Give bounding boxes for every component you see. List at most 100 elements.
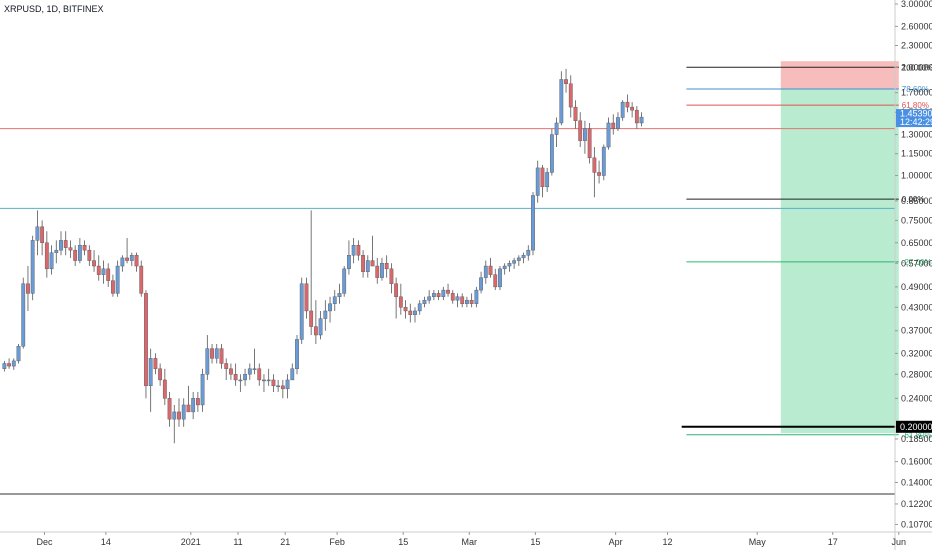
fib-label: 61.80% <box>902 101 929 110</box>
candle-body <box>465 299 469 304</box>
y-tick-label: 0.57000 <box>901 258 932 268</box>
candle-body <box>380 263 384 278</box>
candle-body <box>578 120 583 141</box>
candle-body <box>210 348 214 359</box>
candle-body <box>455 296 460 301</box>
candle-body <box>257 368 262 381</box>
candle-body <box>634 109 639 124</box>
candle-body <box>328 303 332 312</box>
candle-body <box>398 296 403 308</box>
candle-body <box>16 346 21 362</box>
candle-body <box>375 265 380 278</box>
candle-body <box>181 404 186 420</box>
fib-label: 0.00% <box>902 195 925 204</box>
fib-label: -61.80% <box>902 431 932 440</box>
y-tick-label: 0.12200 <box>901 499 932 509</box>
y-tick-label: 1.70000 <box>901 88 932 98</box>
y-tick-label: 0.24000 <box>901 393 932 403</box>
candle-body <box>233 374 238 381</box>
candle-body <box>186 404 191 413</box>
candle-body <box>351 244 356 256</box>
stop-price-value: 0.20000 <box>900 422 932 432</box>
y-tick-label: 0.43000 <box>901 302 932 312</box>
candle-body <box>450 293 455 301</box>
candle-body <box>87 249 92 261</box>
y-tick-label: 2.00000 <box>901 62 932 72</box>
candle-body <box>361 255 365 272</box>
x-tick-label: 17 <box>828 537 838 547</box>
candle-body <box>507 263 512 267</box>
position-zones <box>780 61 899 434</box>
candle-body <box>620 101 625 118</box>
x-tick-label: Feb <box>329 537 345 547</box>
candle-body <box>44 242 49 270</box>
candle-body <box>125 257 129 261</box>
candle-body <box>422 299 427 304</box>
candle-body <box>229 368 233 375</box>
candle-body <box>460 296 465 304</box>
candle-body <box>309 310 314 327</box>
candle-body <box>474 289 479 304</box>
x-tick-label: Dec <box>36 537 53 547</box>
candle-body <box>111 280 115 294</box>
candle-body <box>568 83 573 108</box>
x-tick-label: Jun <box>892 537 907 547</box>
candle-body <box>370 260 375 267</box>
candle-body <box>266 379 271 382</box>
x-tick-label: 2021 <box>181 537 201 547</box>
candle-body <box>172 411 177 420</box>
y-tick-label: 0.32000 <box>901 348 932 358</box>
x-tick-label: 11 <box>233 537 242 547</box>
candle-body <box>606 122 611 148</box>
candle-body <box>115 265 120 294</box>
symbol-title[interactable]: XRPUSD, 1D, BITFINEX <box>4 4 104 14</box>
y-tick-label: 0.10700 <box>901 519 932 529</box>
candle-body <box>73 249 78 261</box>
candle-body <box>318 318 323 336</box>
y-tick-label: 1.30000 <box>901 130 932 140</box>
candle-body <box>313 326 318 336</box>
candle-body <box>195 398 200 406</box>
candle-body <box>252 368 257 370</box>
candle-body <box>337 293 342 297</box>
candle-body <box>49 252 54 270</box>
candle-body <box>224 363 229 369</box>
current-price-tag <box>896 109 932 128</box>
y-tick-label: 0.28000 <box>901 369 932 379</box>
candle-body <box>162 379 167 399</box>
y-tick-label: 0.65000 <box>901 238 932 248</box>
y-tick-label: 0.16000 <box>901 457 932 467</box>
candle-body <box>148 358 153 387</box>
candles <box>2 68 644 444</box>
candle-body <box>243 374 247 381</box>
candle-body <box>592 157 597 173</box>
candle-body <box>153 358 158 369</box>
candle-body <box>540 167 545 188</box>
y-tick-label: 1.00000 <box>901 171 932 181</box>
candle-body <box>120 257 125 267</box>
candle-body <box>441 289 446 297</box>
candle-body <box>521 255 526 259</box>
candle-body <box>200 374 205 406</box>
take-profit-zone[interactable] <box>780 89 899 434</box>
stop-loss-zone[interactable] <box>780 61 899 90</box>
candle-body <box>96 265 101 275</box>
current-time-value: 12:42:29 <box>900 117 932 127</box>
stop-price-tag <box>896 420 932 433</box>
candle-body <box>427 296 432 301</box>
candle-body <box>77 244 82 261</box>
candle-body <box>583 128 587 141</box>
candle-body <box>526 249 531 256</box>
candle-body <box>26 283 30 294</box>
candle-body <box>554 122 559 135</box>
fib-levels: 100.00% 78.60% 61.80% 0.00% -27.00% -61.80% <box>681 63 932 440</box>
candle-body <box>68 247 73 251</box>
candle-body <box>549 134 554 173</box>
candle-body <box>611 122 616 129</box>
candle-body <box>280 385 285 390</box>
fib-label: 78.60% <box>902 85 929 94</box>
candle-body <box>101 268 106 275</box>
